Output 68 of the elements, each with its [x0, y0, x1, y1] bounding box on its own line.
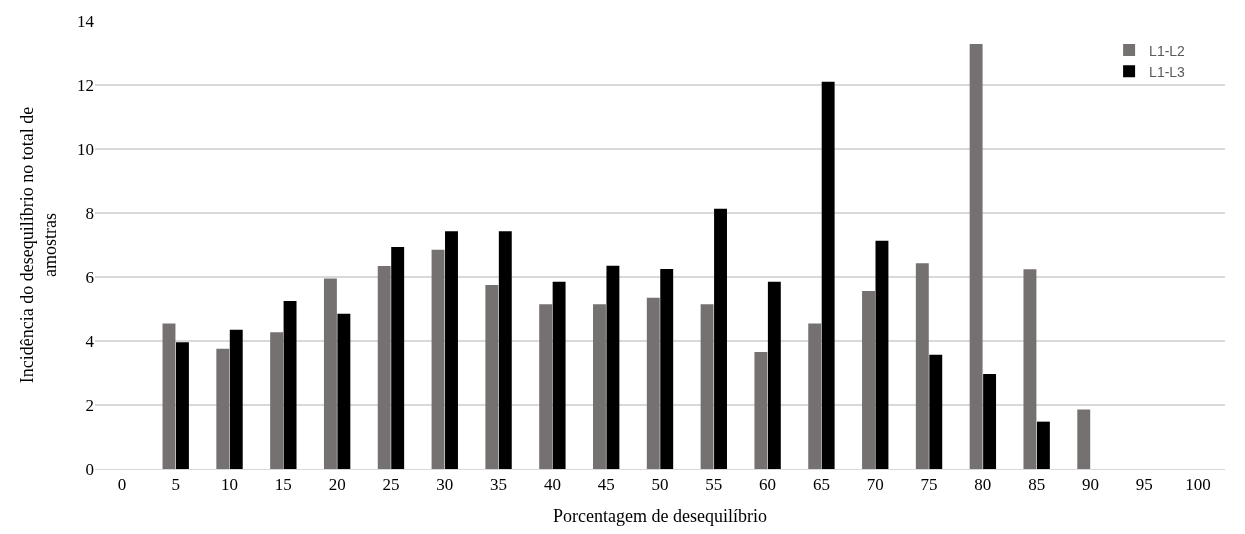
bar — [593, 304, 606, 469]
bar — [323, 278, 337, 469]
bar — [485, 285, 499, 469]
y-tick-label: 8 — [85, 203, 94, 223]
bar — [969, 44, 983, 469]
bar — [821, 81, 835, 469]
bar — [660, 269, 674, 469]
bar — [983, 373, 997, 469]
x-tick-label: 40 — [543, 475, 561, 495]
y-tick-label: 10 — [77, 139, 94, 159]
x-tick-label: 25 — [382, 475, 400, 495]
y-tick-label: 12 — [77, 75, 94, 95]
bar — [1036, 421, 1050, 469]
y-tick-label: 6 — [85, 267, 94, 287]
x-tick-label: 55 — [705, 475, 723, 495]
bar — [1023, 269, 1037, 469]
x-tick-label: 30 — [436, 475, 454, 495]
x-tick-label: 85 — [1028, 475, 1046, 495]
y-tick-label: 0 — [85, 459, 94, 479]
y-axis-title: Incidência do desequilíbrio no total de amostras — [16, 106, 61, 384]
bar — [216, 348, 230, 469]
bar — [552, 281, 566, 469]
x-tick-label: 80 — [974, 475, 992, 495]
x-tick-label: 20 — [328, 475, 346, 495]
bar — [498, 231, 512, 469]
bar — [337, 313, 351, 469]
bar — [270, 332, 284, 469]
x-tick-label: 90 — [1081, 475, 1099, 495]
bar — [606, 265, 620, 469]
bar — [646, 297, 660, 469]
x-tick-label: 0 — [117, 475, 127, 495]
bar — [539, 304, 553, 469]
x-tick-label: 60 — [759, 475, 777, 495]
bar — [445, 231, 458, 469]
bar — [862, 291, 875, 469]
x-tick-label: 45 — [597, 475, 615, 495]
legend-label: L1-L3 — [1149, 63, 1186, 80]
bar — [754, 351, 768, 469]
bar — [700, 304, 714, 469]
x-tick-label: 35 — [490, 475, 508, 495]
bar — [1077, 409, 1091, 469]
bar — [391, 246, 405, 469]
x-tick-label: 10 — [221, 475, 239, 495]
x-tick-label: 75 — [920, 475, 938, 495]
bar — [875, 240, 889, 469]
x-tick-label: 5 — [171, 475, 180, 495]
y-tick-label: 2 — [85, 395, 94, 415]
legend-label: L1-L2 — [1149, 42, 1186, 59]
bar — [162, 323, 176, 469]
x-tick-label: 50 — [651, 475, 669, 495]
x-tick-label: 70 — [866, 475, 884, 495]
bar — [283, 301, 297, 469]
bar — [431, 249, 445, 469]
x-tick-label: 65 — [812, 475, 830, 495]
bar — [929, 354, 943, 469]
x-tick-label: 100 — [1185, 475, 1211, 495]
bar — [714, 208, 727, 469]
bar — [915, 263, 929, 469]
bar — [229, 329, 243, 469]
bar — [767, 281, 781, 469]
x-axis-title: Porcentagem de desequilíbrio — [553, 505, 767, 526]
bar — [377, 266, 391, 469]
y-tick-label: 14 — [77, 11, 95, 31]
bar — [808, 323, 822, 469]
x-tick-label: 15 — [274, 475, 292, 495]
y-tick-label: 4 — [85, 331, 95, 351]
x-tick-label: 95 — [1135, 475, 1153, 495]
bar — [175, 342, 189, 469]
